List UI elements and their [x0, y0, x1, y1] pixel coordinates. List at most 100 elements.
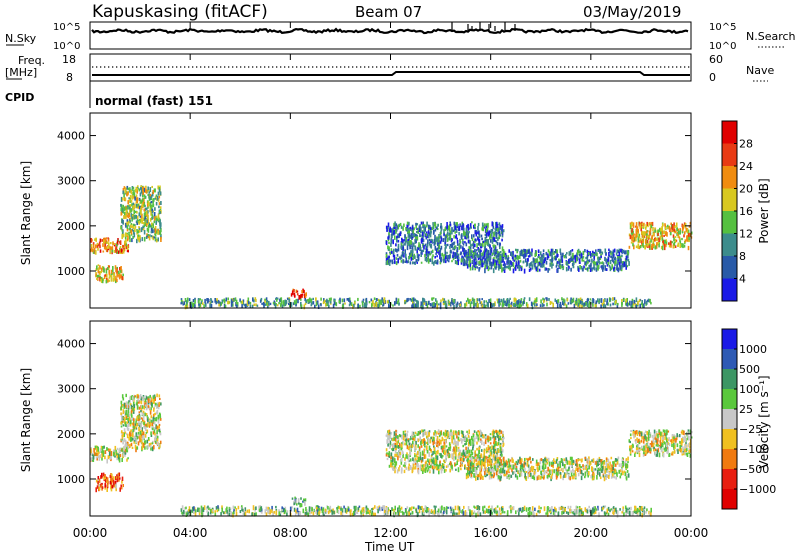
echo-cell	[247, 303, 249, 306]
echo-cell	[154, 402, 157, 406]
echo-cell	[579, 250, 581, 254]
echo-cell	[652, 233, 655, 236]
echo-cell	[130, 200, 133, 203]
echo-cell	[517, 265, 520, 269]
echo-cell	[159, 415, 162, 419]
echo-cell	[403, 469, 406, 474]
echo-cell	[295, 301, 297, 304]
echo-cell	[625, 260, 627, 264]
echo-cell	[115, 487, 117, 492]
echo-cell	[491, 445, 493, 450]
echo-cell	[651, 245, 654, 248]
echo-cell	[504, 266, 506, 270]
echo-cell	[140, 400, 143, 405]
echo-cell	[601, 302, 604, 306]
echo-cell	[452, 508, 455, 512]
echo-cell	[395, 223, 398, 227]
echo-cell	[612, 302, 614, 306]
echo-cell	[121, 457, 123, 462]
echo-cell	[643, 231, 645, 236]
echo-cell	[414, 434, 416, 439]
echo-cell	[127, 413, 129, 418]
echo-cell	[630, 241, 633, 244]
echo-cell	[434, 239, 437, 245]
echo-cell	[402, 246, 404, 251]
echo-cell	[422, 221, 424, 225]
echo-cell	[498, 436, 501, 439]
echo-cell	[410, 234, 413, 239]
echo-cell	[132, 206, 134, 211]
echo-cell	[244, 507, 247, 512]
echo-cell	[517, 260, 520, 265]
echo-cell	[113, 273, 115, 278]
echo-cell	[130, 208, 133, 212]
echo-cell	[387, 222, 390, 227]
echo-cell	[336, 508, 339, 513]
echo-cell	[159, 231, 162, 236]
echo-cell	[578, 511, 581, 517]
echo-cell	[612, 257, 614, 262]
echo-cell	[501, 267, 503, 273]
echo-cell	[484, 260, 487, 264]
echo-cell	[636, 304, 638, 307]
echo-cell	[528, 263, 531, 267]
echo-cell	[476, 266, 478, 269]
echo-cell	[392, 239, 394, 245]
echo-cell	[558, 258, 560, 262]
echo-cell	[493, 509, 496, 514]
beam-title: Beam 07	[355, 3, 422, 21]
echo-cell	[471, 267, 474, 271]
echo-cell	[393, 512, 396, 516]
echo-cell	[486, 228, 489, 234]
echo-cell	[124, 206, 126, 211]
echo-cell	[605, 252, 607, 255]
echo-cell	[136, 206, 139, 209]
echo-cell	[508, 299, 510, 304]
echo-cell	[437, 509, 440, 514]
echo-cell	[575, 300, 577, 305]
echo-cell	[156, 402, 159, 405]
echo-cell	[303, 304, 306, 310]
echo-cell	[432, 222, 434, 226]
echo-cell	[632, 243, 634, 247]
echo-cell	[293, 289, 295, 292]
echo-cell	[477, 256, 480, 261]
echo-cell	[392, 304, 394, 307]
echo-cell	[126, 221, 128, 225]
echo-cell	[259, 299, 262, 303]
echo-cell	[469, 453, 472, 459]
echo-cell	[471, 301, 473, 305]
echo-cell	[508, 249, 510, 253]
power-colorbar-label: Power [dB]	[757, 178, 771, 243]
echo-cell	[156, 409, 159, 414]
echo-cell	[304, 293, 307, 298]
echo-cell	[364, 506, 367, 512]
echo-cell	[420, 226, 422, 232]
echo-cell	[446, 239, 449, 242]
echo-cell	[433, 261, 435, 266]
echo-cell	[159, 219, 161, 224]
echo-cell	[253, 299, 255, 303]
echo-cell	[400, 259, 403, 263]
echo-cell	[509, 297, 511, 300]
echo-cell	[94, 238, 96, 241]
echo-cell	[628, 510, 631, 516]
echo-cell	[500, 230, 503, 235]
echo-cell	[315, 510, 317, 514]
echo-cell	[574, 255, 576, 258]
echo-cell	[462, 256, 465, 260]
echo-cell	[374, 512, 376, 517]
echo-cell	[155, 239, 158, 243]
echo-cell	[431, 256, 434, 261]
echo-cell	[123, 432, 125, 438]
echo-cell	[679, 238, 681, 242]
echo-cell	[101, 239, 104, 242]
echo-cell	[487, 239, 489, 243]
echo-cell	[224, 511, 226, 515]
echo-cell	[431, 239, 434, 244]
echo-cell	[142, 190, 144, 195]
echo-cell	[149, 410, 152, 415]
echo-cell	[485, 224, 488, 229]
echo-cell	[647, 298, 650, 303]
